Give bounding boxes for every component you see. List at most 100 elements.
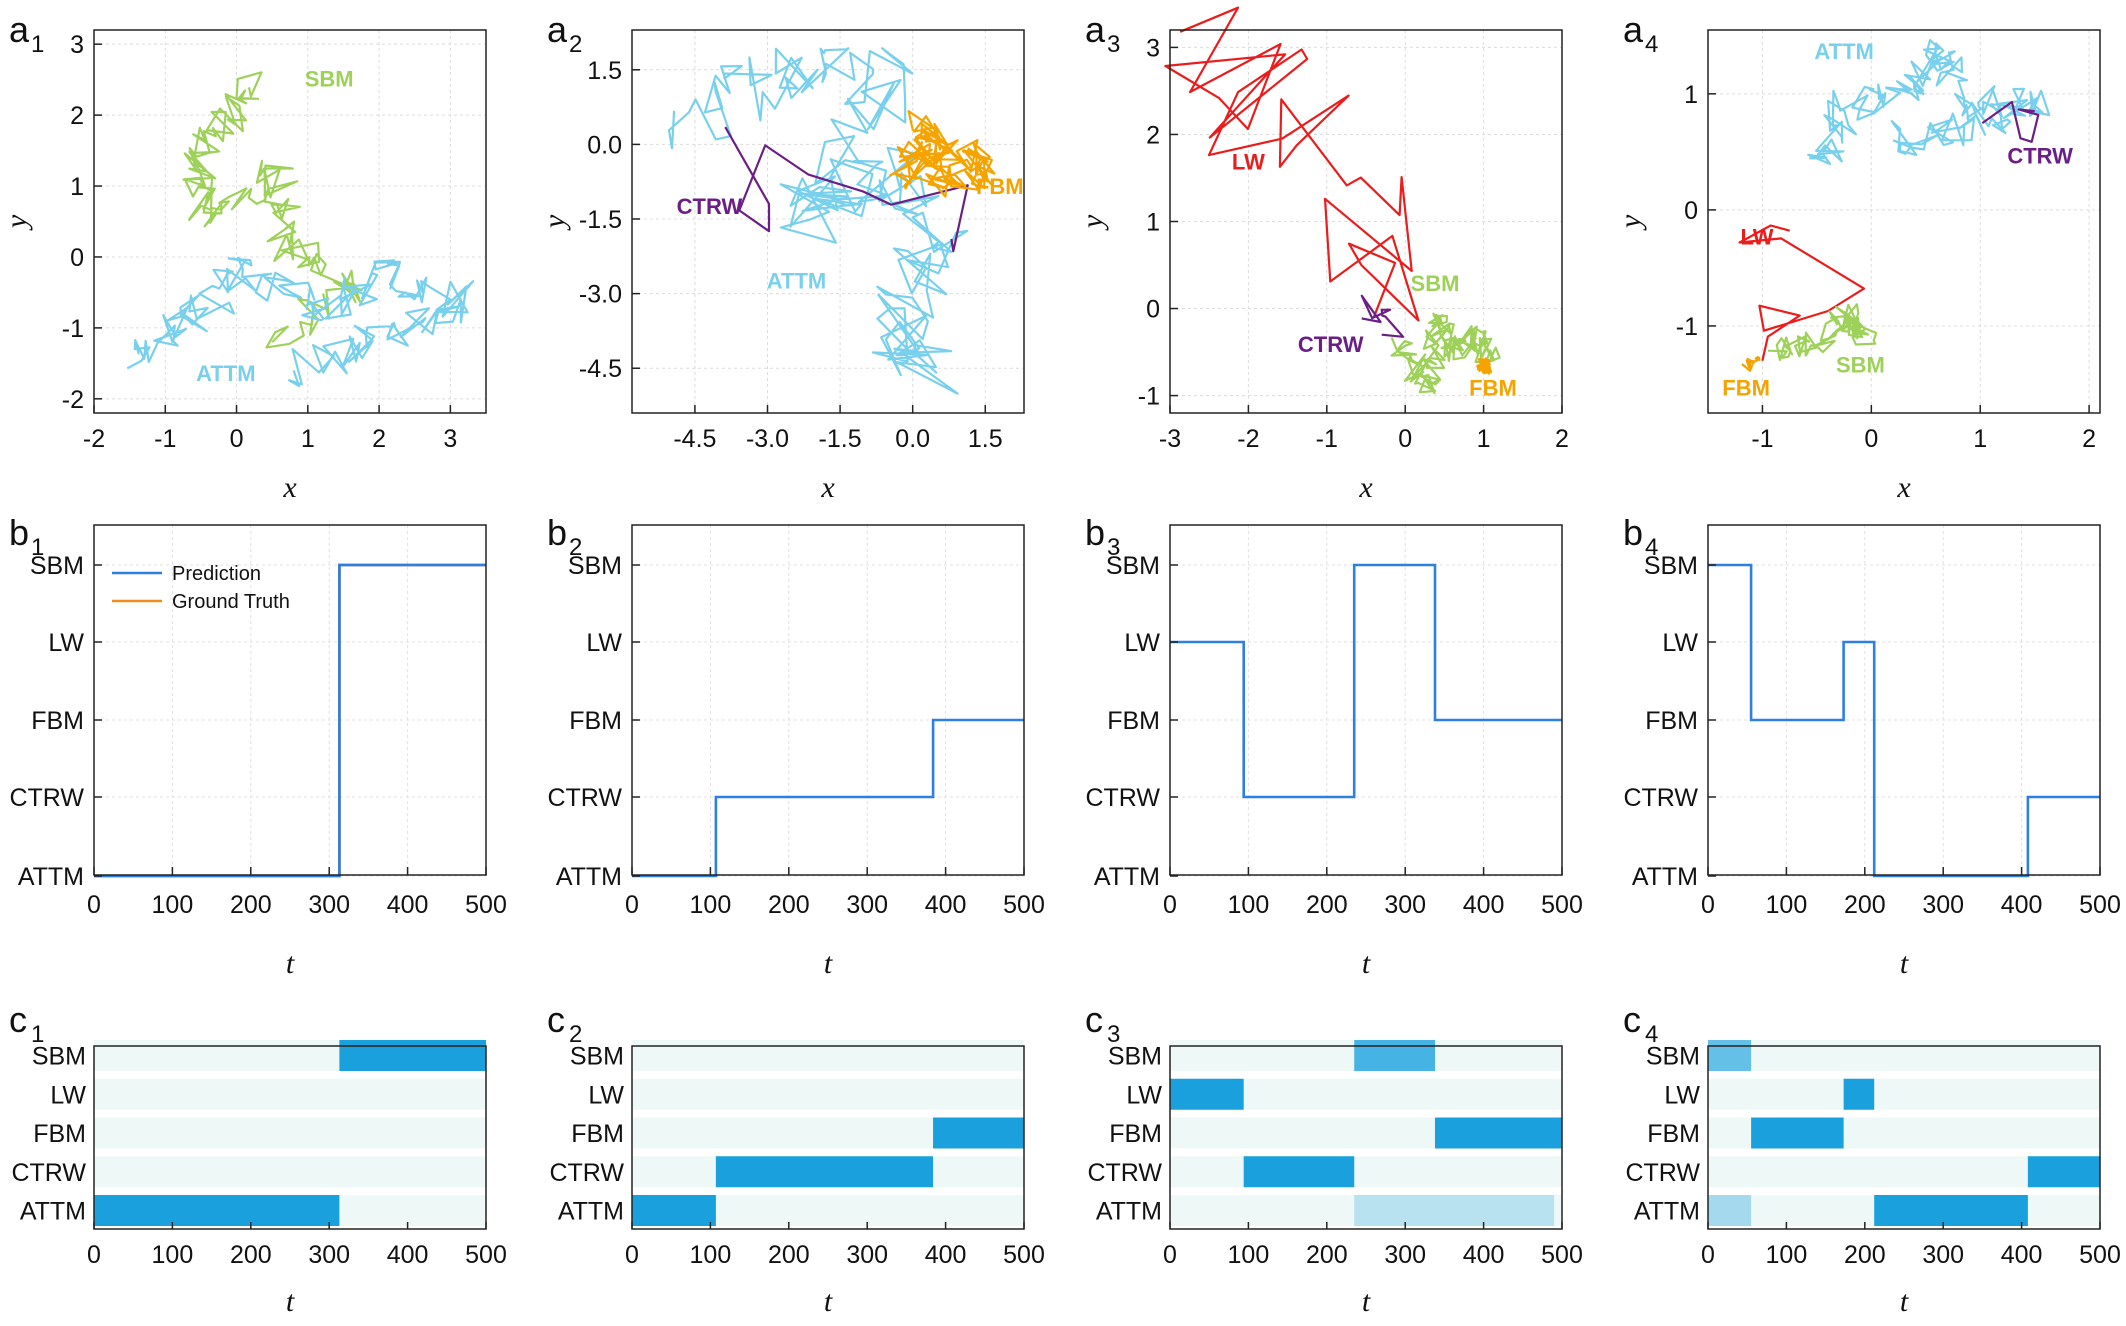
x-tick-label: 300 (846, 891, 888, 919)
x-tick-label: 200 (1844, 1241, 1886, 1269)
panel-label: a (547, 9, 568, 50)
x-tick-label: 500 (1003, 891, 1045, 919)
x-tick-label: 100 (152, 891, 194, 919)
y-tick-label: 1.5 (587, 57, 622, 85)
x-tick-label: 300 (1384, 1241, 1426, 1269)
x-tick-label: 300 (308, 891, 350, 919)
plot-frame (1707, 524, 2101, 876)
x-tick-label: 400 (2001, 1241, 2043, 1269)
y-tick-label: CTRW (1623, 784, 1698, 812)
step-series-prediction (94, 563, 486, 878)
legend-label: Ground Truth (172, 591, 290, 613)
heat-bar-lw (1843, 1078, 1875, 1110)
panel-label: a (1623, 9, 1644, 50)
x-tick-label: 0 (230, 425, 244, 453)
heat-bar-sbm (1708, 1040, 1752, 1071)
y-tick-label: ATTM (556, 863, 622, 891)
panel-label: b (9, 512, 29, 553)
x-tick-label: 0 (625, 1241, 639, 1269)
y-tick-label: -1 (1138, 383, 1160, 411)
panel-label: b (1623, 512, 1643, 553)
trajectory-lw (1164, 6, 1420, 322)
trajectory-label-sbm: SBM (305, 67, 354, 92)
x-tick-label: 100 (152, 1241, 194, 1269)
x-tick-label: 400 (1463, 891, 1505, 919)
panel-sub-label: 4 (1645, 534, 1658, 561)
x-tick-label: 100 (690, 1241, 732, 1269)
y-tick-label: CTRW (549, 1159, 624, 1187)
x-tick-label: 400 (925, 891, 967, 919)
x-tick-label: 1 (1973, 425, 1987, 453)
x-tick-label: 500 (2079, 1241, 2121, 1269)
x-axis-label: t (1900, 1285, 1909, 1318)
heat-bar-attm (1874, 1195, 2028, 1226)
x-tick-label: 2 (2082, 425, 2096, 453)
y-axis-label: y (538, 214, 571, 231)
x-tick-label: 100 (1228, 891, 1270, 919)
y-tick-label: ATTM (1094, 863, 1160, 891)
x-tick-label: 100 (1766, 1241, 1808, 1269)
plot-frame (93, 29, 487, 414)
trajectory-sbm (1390, 312, 1501, 395)
step-series-ground-truth (94, 563, 486, 878)
x-tick-label: 400 (387, 1241, 429, 1269)
y-tick-label: FBM (1647, 1120, 1700, 1148)
panel-label: a (1085, 9, 1106, 50)
y-tick-label: ATTM (20, 1198, 86, 1226)
trajectory-label-ctrw: CTRW (1298, 332, 1364, 357)
step-series-prediction (632, 718, 1024, 878)
plot-frame (1707, 29, 2101, 414)
x-tick-label: 1 (1477, 425, 1491, 453)
y-tick-label: -1 (62, 315, 84, 343)
panel-a2: a 2 CTRW FBM ATTM -4.5 -3.0 -1.5 0.0 1.5 1.5 0.0 -1.… (538, 9, 1025, 504)
x-tick-label: 200 (1306, 891, 1348, 919)
y-tick-label: LW (1664, 1081, 1700, 1109)
plot-frame (1707, 1045, 2101, 1230)
panel-label: a (9, 9, 30, 50)
x-axis-label: t (1900, 947, 1909, 980)
x-tick-label: 200 (1844, 891, 1886, 919)
y-tick-label: 3 (1146, 34, 1160, 62)
panel-sub-label: 3 (1107, 1021, 1120, 1048)
y-tick-label: 3 (70, 31, 84, 59)
trajectory-sbm (1767, 303, 1878, 361)
heat-row-bg (94, 1156, 486, 1188)
plot-frame (93, 1045, 487, 1230)
y-tick-label: FBM (1645, 707, 1698, 735)
x-tick-label: 500 (1541, 891, 1583, 919)
y-tick-label: SBM (1106, 552, 1160, 580)
heat-row-bg (1708, 1040, 2100, 1071)
x-tick-label: 0 (625, 891, 639, 919)
heat-row-bg (632, 1078, 1024, 1110)
trajectory-ctrw (1981, 100, 2040, 143)
step-series-prediction-top (94, 563, 486, 878)
x-tick-label: 300 (1922, 1241, 1964, 1269)
panel-sub-label: 2 (569, 1021, 582, 1048)
trajectory-lw (1738, 224, 1866, 362)
heat-bar-ctrw (715, 1156, 934, 1188)
heat-bar-ctrw (1243, 1156, 1355, 1188)
x-tick-label: -3 (1159, 425, 1181, 453)
y-tick-label: FBM (31, 707, 84, 735)
y-tick-label: 0.0 (587, 131, 622, 159)
x-axis-label: t (1362, 1285, 1371, 1318)
heat-row-bg (1170, 1195, 1562, 1226)
x-tick-label: -1 (1316, 425, 1338, 453)
heat-bar-lw (1170, 1078, 1244, 1110)
x-axis-label: t (1362, 947, 1371, 980)
x-tick-label: -1 (1751, 425, 1773, 453)
x-tick-label: -1.5 (819, 425, 862, 453)
y-tick-label: -1.5 (579, 206, 622, 234)
x-tick-label: 500 (465, 1241, 507, 1269)
x-tick-label: 300 (308, 1241, 350, 1269)
y-tick-label: FBM (1109, 1120, 1162, 1148)
panel-sub-label: 2 (569, 31, 582, 58)
x-tick-label: 3 (443, 425, 457, 453)
x-axis-label: x (1358, 471, 1373, 504)
y-tick-label: SBM (570, 1043, 624, 1071)
y-tick-label: 2 (1146, 121, 1160, 149)
y-tick-label: 1 (1684, 81, 1698, 109)
y-tick-label: 1 (70, 173, 84, 201)
y-tick-label: LW (1126, 1081, 1162, 1109)
